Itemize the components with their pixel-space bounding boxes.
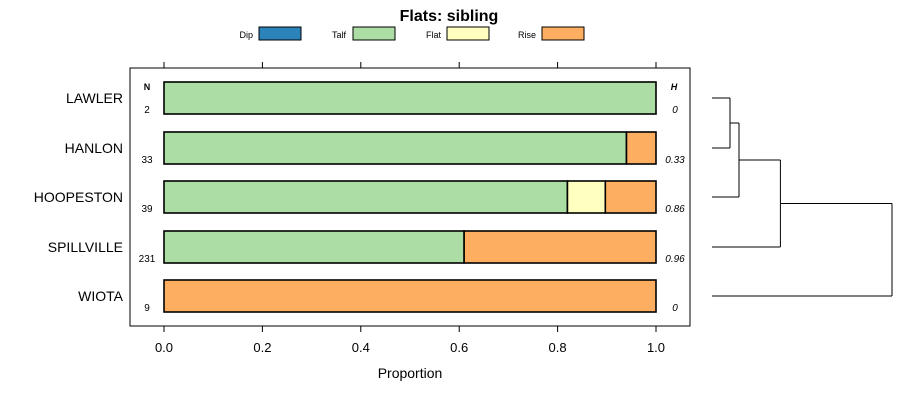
legend-label-dip: Dip: [239, 30, 253, 40]
row-label-hoopeston: HOOPESTON: [34, 189, 123, 205]
h-value-spillville: 0.96: [665, 254, 685, 265]
chart-title: Flats: sibling: [400, 8, 499, 25]
h-value-hoopeston: 0.86: [665, 204, 685, 215]
bar-segment-spillville-rise: [463, 230, 657, 264]
legend-swatch-rise: [541, 26, 585, 41]
bar-segment-lawler-talf: [163, 81, 657, 115]
row-label-lawler: LAWLER: [66, 90, 123, 106]
x-axis: 0.0 0.2 0.4 0.6 0.8 1.0: [155, 326, 665, 355]
plot-frame: [129, 67, 691, 327]
bar-segment-wiota-rise: [163, 279, 657, 313]
h-value-wiota: 0: [672, 303, 678, 314]
n-value-hoopeston: 39: [141, 204, 153, 215]
legend-swatch-dip: [258, 26, 302, 41]
bar-segment-hoopeston-talf: [163, 180, 569, 214]
row-label-hanlon: HANLON: [65, 140, 123, 156]
n-value-hanlon: 33: [141, 155, 153, 166]
bar-segment-spillville-talf: [163, 230, 465, 264]
n-value-spillville: 231: [139, 254, 156, 265]
legend: Dip Talf Flat Rise: [239, 26, 585, 41]
h-value-lawler: 0: [672, 105, 678, 116]
legend-swatch-flat: [446, 26, 490, 41]
row-labels: LAWLER HANLON HOOPESTON SPILLVILLE WIOTA: [34, 90, 124, 304]
n-value-lawler: 2: [144, 105, 150, 116]
x-axis-label: Proportion: [378, 365, 443, 381]
top-axis-ticks: [163, 62, 657, 68]
bar-segment-hoopeston-flat: [566, 180, 607, 214]
h-column-header: H: [671, 82, 678, 92]
h-values: 0 0.33 0.86 0.96 0: [665, 105, 685, 314]
x-tick-label-4: 0.8: [549, 340, 567, 355]
bar-segment-hanlon-rise: [625, 131, 657, 165]
bar-segment-hoopeston-rise: [604, 180, 657, 214]
bar-segment-hanlon-talf: [163, 131, 628, 165]
h-value-hanlon: 0.33: [665, 155, 685, 166]
n-values: 2 33 39 231 9: [139, 105, 156, 314]
legend-swatch-talf: [352, 26, 396, 41]
x-tick-label-5: 1.0: [647, 340, 665, 355]
n-column-header: N: [144, 82, 151, 92]
legend-label-flat: Flat: [426, 30, 442, 40]
row-label-spillville: SPILLVILLE: [48, 239, 123, 255]
x-tick-label-1: 0.2: [253, 340, 271, 355]
dendrogram: [712, 97, 893, 297]
x-tick-label-3: 0.6: [450, 340, 468, 355]
n-value-wiota: 9: [144, 303, 150, 314]
x-tick-label-2: 0.4: [352, 340, 370, 355]
row-label-wiota: WIOTA: [78, 288, 124, 304]
x-tick-label-0: 0.0: [155, 340, 173, 355]
legend-label-talf: Talf: [332, 30, 347, 40]
legend-label-rise: Rise: [518, 30, 536, 40]
bars-layer: [163, 81, 657, 313]
